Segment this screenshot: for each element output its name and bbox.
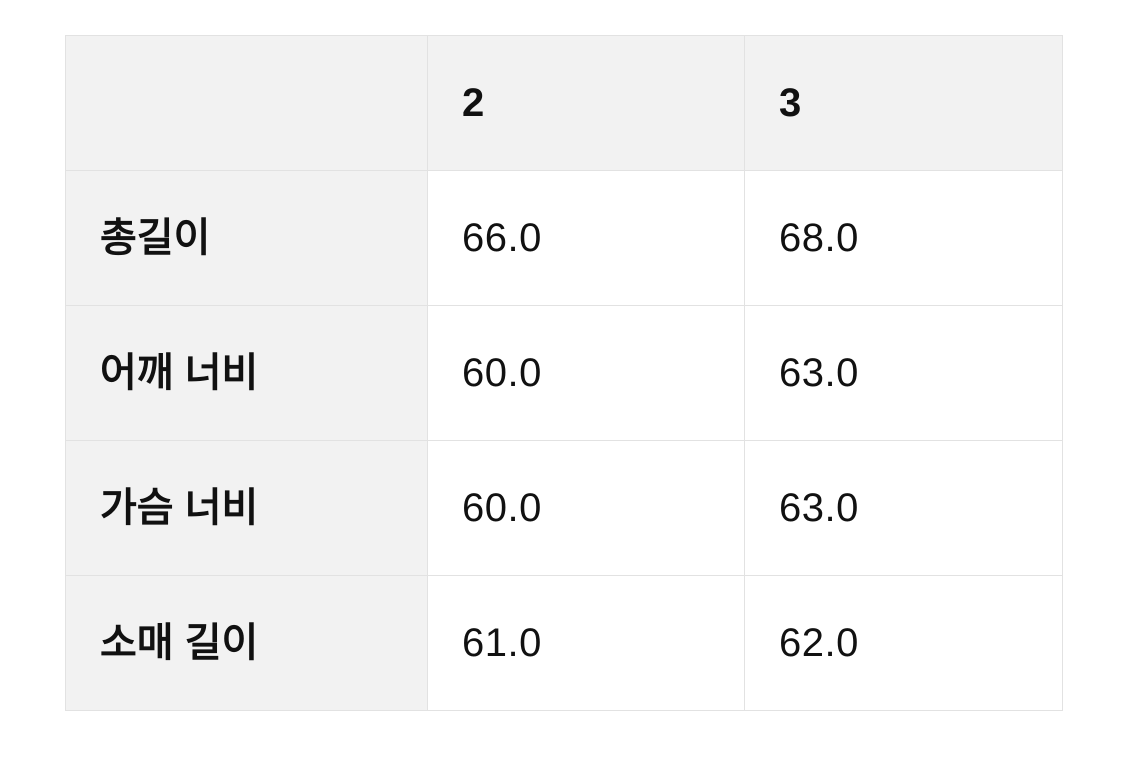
row-label-total-length: 총길이 <box>65 170 428 306</box>
size-chart-table: 2 3 총길이 66.0 68.0 어깨 너비 60.0 63.0 가슴 너비 … <box>65 35 1063 711</box>
size-chart-body: 총길이 66.0 68.0 어깨 너비 60.0 63.0 가슴 너비 60.0… <box>65 170 1063 711</box>
header-cell-size-3: 3 <box>744 35 1063 171</box>
value-total-length-size-2: 66.0 <box>427 170 745 306</box>
header-cell-empty <box>65 35 428 171</box>
value-sleeve-length-size-3: 62.0 <box>744 575 1063 711</box>
table-row-sleeve-length: 소매 길이 61.0 62.0 <box>65 575 1063 711</box>
size-chart: 2 3 총길이 66.0 68.0 어깨 너비 60.0 63.0 가슴 너비 … <box>65 35 1063 711</box>
header-cell-size-2: 2 <box>427 35 745 171</box>
value-shoulder-width-size-3: 63.0 <box>744 305 1063 441</box>
row-label-chest-width: 가슴 너비 <box>65 440 428 576</box>
size-chart-header: 2 3 <box>65 35 1063 171</box>
row-label-sleeve-length: 소매 길이 <box>65 575 428 711</box>
table-row-shoulder-width: 어깨 너비 60.0 63.0 <box>65 305 1063 441</box>
row-label-shoulder-width: 어깨 너비 <box>65 305 428 441</box>
value-chest-width-size-3: 63.0 <box>744 440 1063 576</box>
value-sleeve-length-size-2: 61.0 <box>427 575 745 711</box>
value-chest-width-size-2: 60.0 <box>427 440 745 576</box>
value-shoulder-width-size-2: 60.0 <box>427 305 745 441</box>
table-row-total-length: 총길이 66.0 68.0 <box>65 170 1063 306</box>
table-row-chest-width: 가슴 너비 60.0 63.0 <box>65 440 1063 576</box>
value-total-length-size-3: 68.0 <box>744 170 1063 306</box>
header-row: 2 3 <box>65 35 1063 171</box>
